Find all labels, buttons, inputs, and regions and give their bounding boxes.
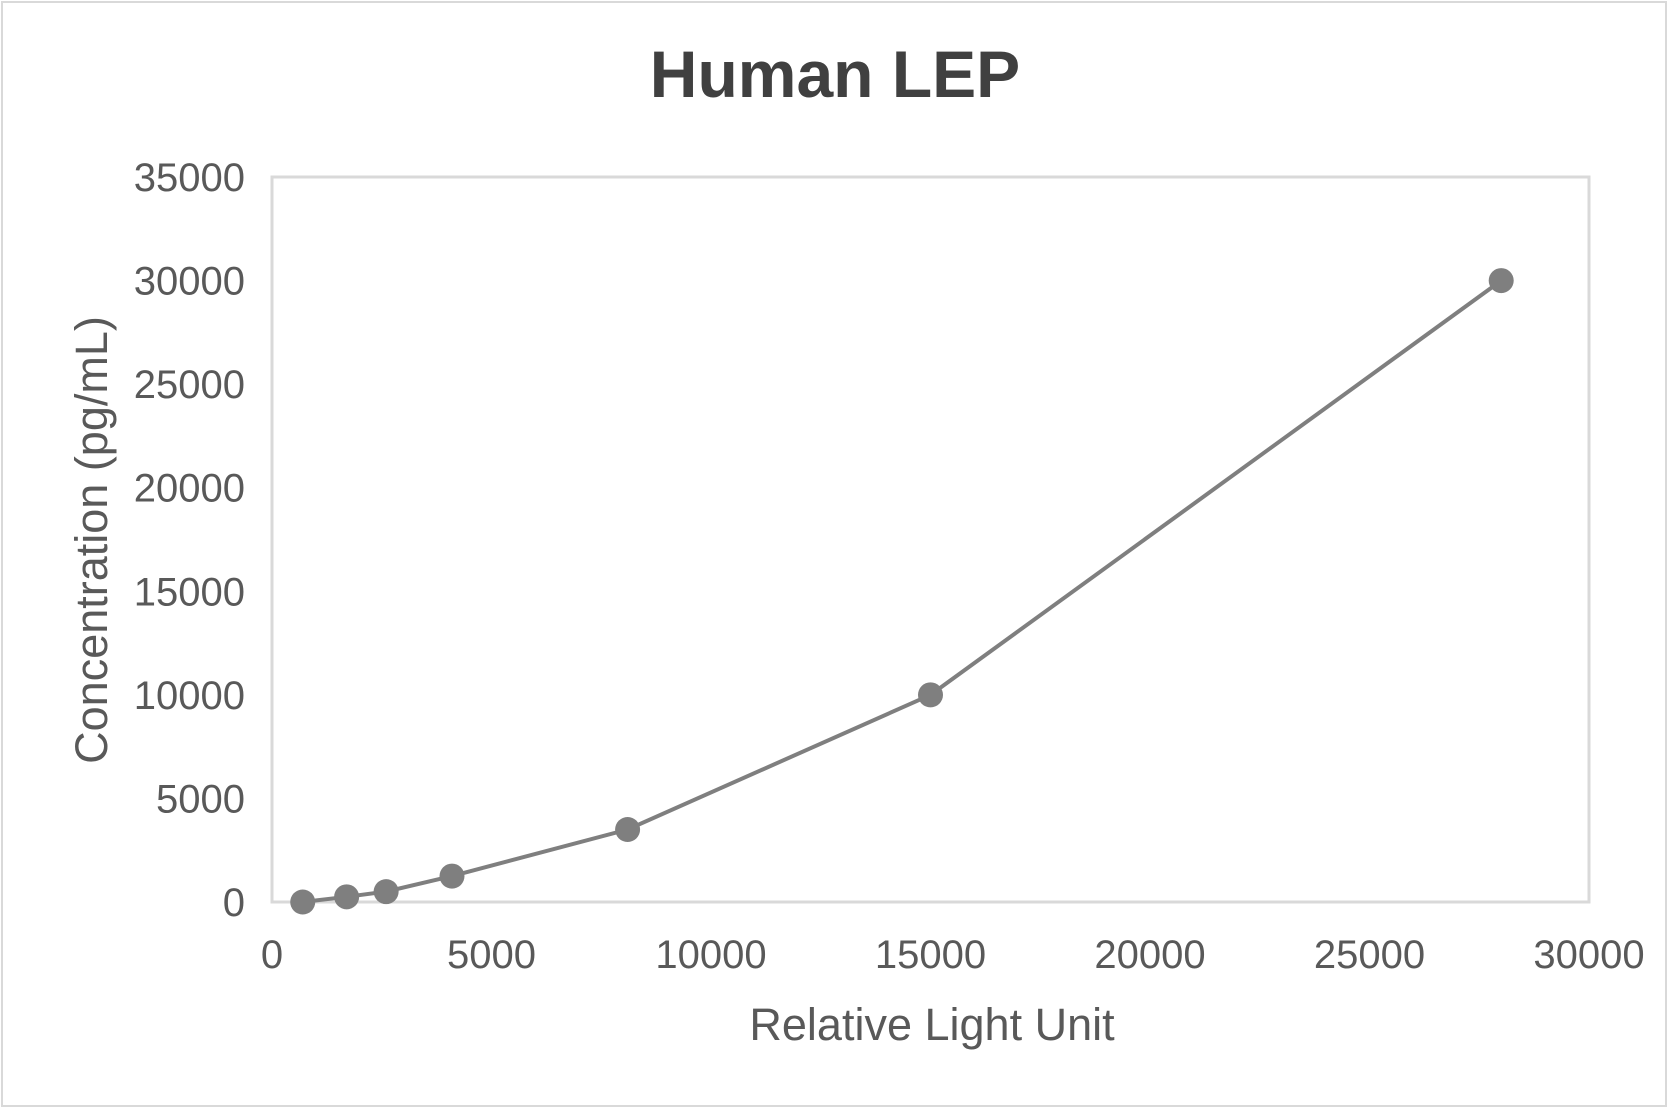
data-point-marker [918, 682, 943, 708]
x-tick-label: 0 [261, 933, 283, 977]
y-tick-label: 20000 [134, 467, 245, 511]
data-point-marker [1488, 268, 1514, 294]
plot-area [270, 175, 1591, 904]
x-axis-label: Relative Light Unit [749, 999, 1115, 1050]
data-point-marker [334, 884, 360, 910]
y-axis-ticks: 0 5000 10000 15000 20000 25000 30000 35000 [134, 156, 245, 925]
x-tick-label: 30000 [1533, 933, 1644, 977]
y-tick-label: 25000 [134, 363, 245, 407]
y-tick-label: 5000 [156, 777, 245, 821]
y-tick-label: 10000 [134, 674, 245, 718]
x-tick-label: 5000 [447, 933, 536, 977]
x-tick-label: 25000 [1314, 933, 1425, 977]
chart-title: Human LEP [650, 37, 1020, 111]
y-tick-label: 0 [223, 881, 245, 925]
data-point-marker [439, 863, 465, 889]
y-tick-label: 30000 [134, 260, 245, 304]
y-tick-label: 35000 [134, 156, 245, 200]
x-tick-label: 10000 [655, 933, 766, 977]
data-point-marker [373, 879, 399, 905]
data-point-marker [615, 817, 641, 842]
series-line [302, 278, 1503, 904]
y-tick-label: 15000 [134, 570, 245, 614]
x-axis-ticks: 0 5000 10000 15000 20000 25000 30000 [261, 933, 1645, 977]
data-point-marker [290, 889, 316, 915]
x-tick-label: 15000 [875, 933, 986, 977]
data-series [290, 268, 1514, 915]
y-axis-label: Concentration (pg/mL) [66, 316, 117, 764]
x-tick-label: 20000 [1094, 933, 1205, 977]
